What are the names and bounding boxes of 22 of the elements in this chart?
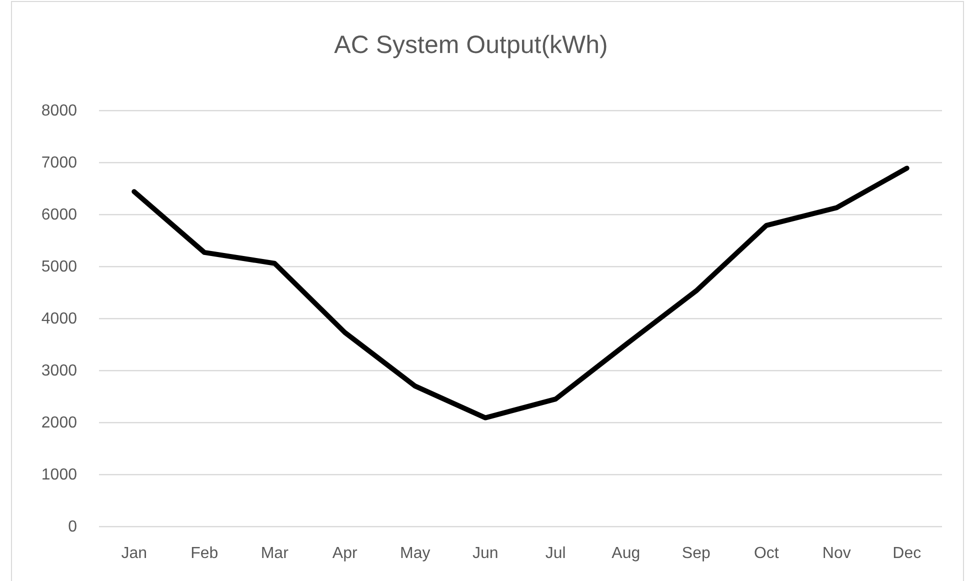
y-tick-label: 1000: [41, 466, 78, 484]
x-tick-label: May: [400, 545, 430, 562]
x-tick-label: Jun: [472, 545, 498, 562]
y-tick-label: 6000: [41, 206, 78, 224]
y-tick-label: 0: [68, 518, 78, 536]
y-tick-label: 7000: [41, 154, 78, 172]
x-tick-label: Dec: [892, 545, 922, 562]
x-tick-label: Mar: [260, 545, 290, 562]
x-tick-label: Apr: [332, 545, 358, 562]
x-tick-label: Nov: [822, 545, 851, 562]
x-tick-label: Jan: [121, 545, 148, 562]
x-tick-label: Oct: [754, 545, 780, 562]
chart-title: AC System Output(kWh): [334, 30, 608, 59]
x-tick-label: Aug: [612, 545, 640, 562]
y-tick-label: 3000: [41, 362, 78, 380]
y-tick-label: 4000: [41, 310, 78, 328]
x-tick-label: Feb: [190, 545, 218, 562]
y-tick-label: 8000: [41, 102, 78, 120]
y-tick-label: 5000: [41, 258, 78, 276]
x-tick-label: Sep: [682, 545, 710, 562]
x-tick-label: Jul: [545, 545, 566, 562]
y-tick-label: 2000: [41, 414, 78, 432]
